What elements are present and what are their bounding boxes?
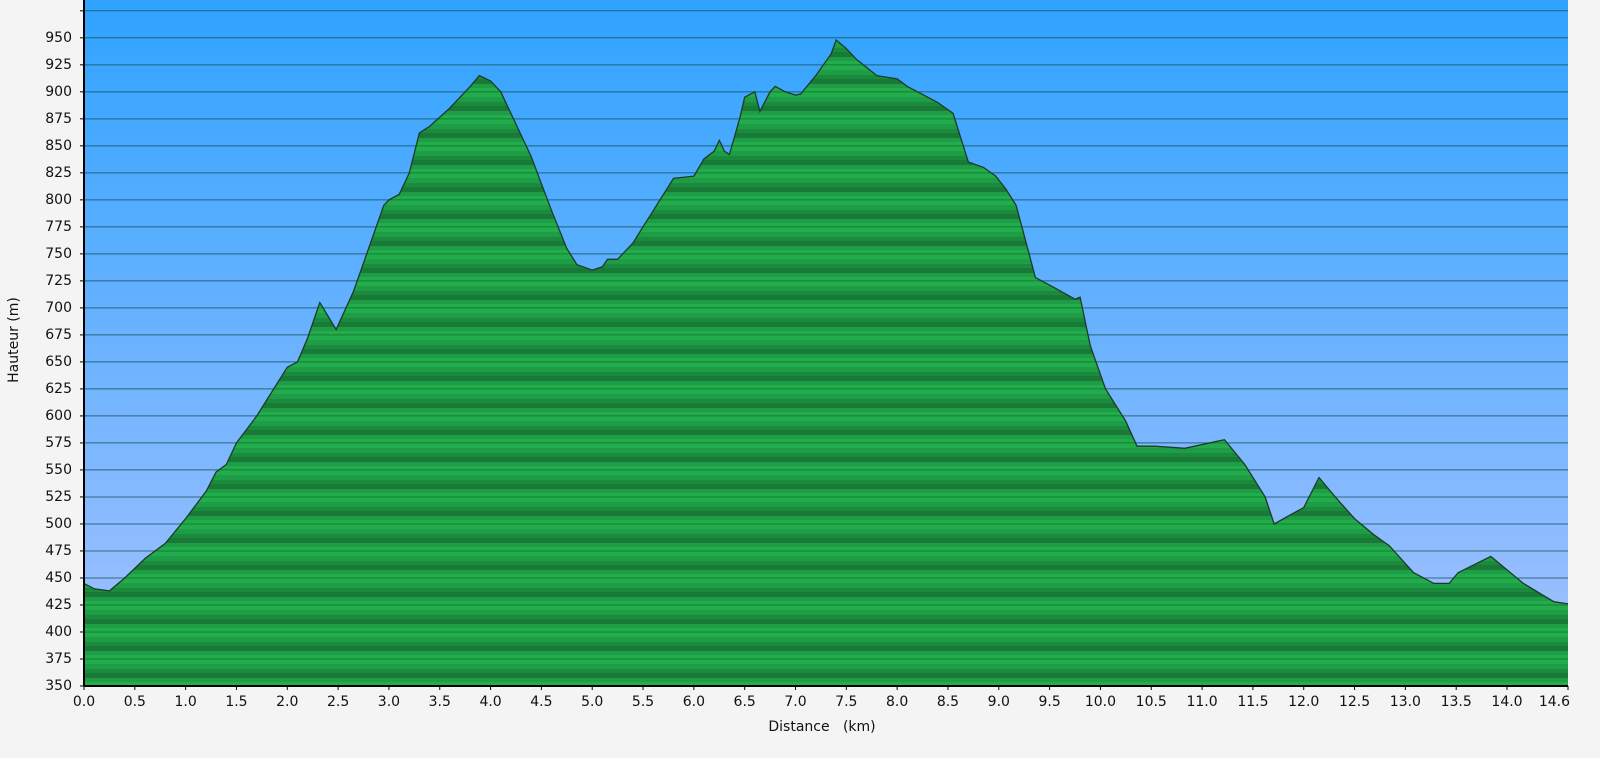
- y-tick-label: 575: [45, 435, 72, 451]
- y-tick-label: 600: [45, 408, 72, 424]
- y-tick-label: 625: [45, 381, 72, 397]
- x-tick-label: 12.0: [1288, 694, 1319, 710]
- y-tick-label: 825: [45, 165, 72, 181]
- x-tick-label: 4.0: [479, 694, 501, 710]
- y-tick-label: 700: [45, 300, 72, 316]
- x-tick-label: 7.5: [835, 694, 857, 710]
- y-tick-label: 875: [45, 111, 72, 127]
- x-tick-label: 1.5: [225, 694, 247, 710]
- x-tick-label: 4.5: [530, 694, 552, 710]
- x-tick-label: 7.0: [784, 694, 806, 710]
- x-tick-label: 11.5: [1237, 694, 1268, 710]
- grid-overlay: [84, 10, 1568, 687]
- x-tick-label: 6.0: [683, 694, 705, 710]
- elevation-area: [84, 40, 1568, 686]
- x-tick-label: 2.5: [327, 694, 349, 710]
- x-axis-label: Distance (km): [768, 719, 875, 735]
- x-tick-label: 13.0: [1390, 694, 1421, 710]
- y-tick-label: 450: [45, 570, 72, 586]
- y-tick-label: 925: [45, 57, 72, 73]
- x-tick-label: 0.0: [73, 694, 95, 710]
- x-tick-label: 9.0: [988, 694, 1010, 710]
- y-tick-label: 675: [45, 327, 72, 343]
- y-tick-label: 800: [45, 192, 72, 208]
- x-tick-label: 3.0: [378, 694, 400, 710]
- x-tick-label: 2.0: [276, 694, 298, 710]
- y-axis-label: Hauteur (m): [6, 297, 22, 383]
- x-tick-label: 11.0: [1186, 694, 1217, 710]
- x-tick-label: 14.0: [1491, 694, 1522, 710]
- x-tick-label: 5.5: [632, 694, 654, 710]
- x-tick-label: 9.5: [1038, 694, 1060, 710]
- y-tick-label: 950: [45, 30, 72, 46]
- x-tick-label: 12.5: [1339, 694, 1370, 710]
- x-tick-label: 8.0: [886, 694, 908, 710]
- x-tick-label: 3.5: [429, 694, 451, 710]
- y-tick-label: 425: [45, 597, 72, 613]
- y-tick-label: 375: [45, 651, 72, 667]
- y-tick-label: 525: [45, 489, 72, 505]
- y-tick-label: 750: [45, 246, 72, 262]
- y-tick-label: 500: [45, 516, 72, 532]
- y-tick-label: 350: [45, 678, 72, 694]
- x-tick-label: 5.0: [581, 694, 603, 710]
- y-tick-label: 475: [45, 543, 72, 559]
- x-tick-label: 1.0: [175, 694, 197, 710]
- x-tick-label: 10.0: [1085, 694, 1116, 710]
- y-tick-label: 775: [45, 219, 72, 235]
- area-layer: [83, 38, 1569, 686]
- x-tick-label: 8.5: [937, 694, 959, 710]
- y-tick-label: 900: [45, 84, 72, 100]
- x-tick-label: 6.5: [734, 694, 756, 710]
- x-tick-label: 10.5: [1136, 694, 1167, 710]
- y-tick-label: 725: [45, 273, 72, 289]
- y-tick-label: 850: [45, 138, 72, 154]
- y-tick-label: 550: [45, 462, 72, 478]
- elevation-line: [83, 38, 1569, 605]
- x-tick-label: 13.5: [1441, 694, 1472, 710]
- x-tick-label: 0.5: [124, 694, 146, 710]
- y-tick-label: 650: [45, 354, 72, 370]
- y-tick-label: 400: [45, 624, 72, 640]
- x-tick-label: 14.6: [1539, 694, 1570, 710]
